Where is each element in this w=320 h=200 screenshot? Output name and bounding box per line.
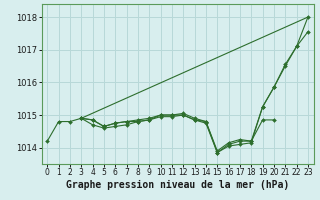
X-axis label: Graphe pression niveau de la mer (hPa): Graphe pression niveau de la mer (hPa) xyxy=(66,180,289,190)
